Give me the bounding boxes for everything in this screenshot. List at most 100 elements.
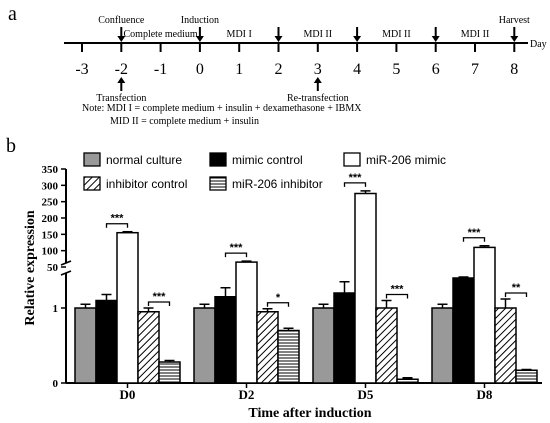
panel-a-label: a <box>8 3 17 25</box>
y-tick-label: 150 <box>42 229 59 241</box>
event-label-below: Transfection <box>96 93 146 104</box>
day-label: 1 <box>235 61 243 78</box>
significance-label: *** <box>153 291 167 303</box>
significance-bracket <box>385 293 409 299</box>
significance-bracket <box>224 252 248 258</box>
significance-label: *** <box>349 172 363 184</box>
bar <box>354 192 377 384</box>
event-label: Induction <box>181 15 219 26</box>
note-line-2: MID II = complete medium + insulin <box>110 116 259 127</box>
bar <box>74 307 97 384</box>
bar <box>277 329 300 384</box>
legend-label: miR-206 mimic <box>366 153 446 167</box>
bar <box>214 296 237 384</box>
legend: normal culture mimic control miR-206 mimic… <box>83 152 446 191</box>
significance-bracket <box>504 292 528 297</box>
y-tick-label: 350 <box>42 164 59 176</box>
category-label: D2 <box>239 387 255 402</box>
x-axis-title: Time after induction <box>248 406 371 421</box>
y-tick-label: 200 <box>42 213 59 225</box>
bar <box>515 369 538 384</box>
timeline: -3 -2 -1 0 1 2 3 4 5 6 7 8 Confluence Induction Harves… <box>64 15 530 104</box>
y-tick-label: 100 <box>42 246 59 258</box>
axis-break-mark <box>60 260 72 266</box>
bar <box>256 311 279 384</box>
bar <box>312 307 335 384</box>
day-label: -2 <box>115 61 128 78</box>
event-arrow-below-head <box>313 77 322 83</box>
bar <box>473 246 496 384</box>
day-label: 6 <box>432 61 440 78</box>
significance-label: * <box>276 292 281 304</box>
significance-bracket <box>343 182 367 187</box>
legend-label: mimic control <box>232 153 303 167</box>
event-label-below: Re-transfection <box>287 93 349 104</box>
significance-label: *** <box>468 227 482 239</box>
significance-bracket <box>147 301 171 306</box>
bar <box>431 307 454 384</box>
day-label: 5 <box>392 61 400 78</box>
legend-label: miR-206 inhibitor <box>232 177 323 191</box>
legend-label: normal culture <box>106 153 182 167</box>
segment-label: Complete medium <box>124 29 198 40</box>
axis-break-mark <box>60 270 72 276</box>
event-arrow-head <box>510 36 519 42</box>
bar <box>452 277 475 384</box>
event-arrow-below-head <box>117 77 126 83</box>
timeline-unit: Day <box>530 39 547 50</box>
significance-label: *** <box>391 284 405 296</box>
event-arrow-head <box>117 36 126 42</box>
bar <box>494 307 517 384</box>
significance-bracket <box>105 223 129 228</box>
y-tick-label: 300 <box>42 180 59 192</box>
medium-change-arrow-head <box>431 36 440 42</box>
legend-swatch <box>209 152 227 167</box>
legend-swatch <box>209 176 227 191</box>
bar <box>137 311 160 384</box>
y-tick-label: 0 <box>53 378 59 390</box>
day-label: -3 <box>75 61 88 78</box>
bar <box>193 307 216 384</box>
day-label: 3 <box>314 61 322 78</box>
day-label: 0 <box>196 61 204 78</box>
day-label: -1 <box>154 61 167 78</box>
day-label: 2 <box>275 61 283 78</box>
bar <box>95 299 118 384</box>
significance-label: *** <box>111 213 125 225</box>
event-label: Confluence <box>98 15 145 26</box>
day-label: 4 <box>353 61 361 78</box>
significance-bracket <box>462 237 486 242</box>
bar <box>158 361 181 384</box>
category-label: D8 <box>477 387 493 402</box>
y-tick-label: 1 <box>53 303 59 315</box>
category-label: D5 <box>358 387 374 402</box>
significance-bracket <box>266 302 290 307</box>
significance-label: *** <box>230 242 244 254</box>
day-label: 7 <box>471 61 479 78</box>
event-arrow-head <box>195 36 204 42</box>
segment-label: MDI I <box>227 29 252 40</box>
legend-swatch <box>83 152 101 167</box>
day-label: 8 <box>510 61 518 78</box>
legend-swatch <box>343 152 361 167</box>
segment-label: MDI II <box>382 29 411 40</box>
segment-label: MDI II <box>461 29 490 40</box>
note-line-1: Note: MDI I = complete medium + insulin … <box>82 103 362 114</box>
bar <box>396 378 419 384</box>
category-label: D0 <box>120 387 136 402</box>
y-axis-title: Relative expression <box>23 210 38 325</box>
panel-b-label: b <box>6 135 16 157</box>
legend-swatch <box>83 176 101 191</box>
significance-label: ** <box>512 282 521 294</box>
bar <box>333 292 356 384</box>
bar <box>375 307 398 384</box>
bar <box>235 261 258 384</box>
event-label: Harvest <box>499 15 530 26</box>
medium-change-arrow-head <box>274 36 283 42</box>
y-tick-label: 250 <box>42 197 59 209</box>
segment-label: MDI II <box>303 29 332 40</box>
medium-change-arrow-head <box>353 36 362 42</box>
legend-label: inhibitor control <box>106 177 187 191</box>
